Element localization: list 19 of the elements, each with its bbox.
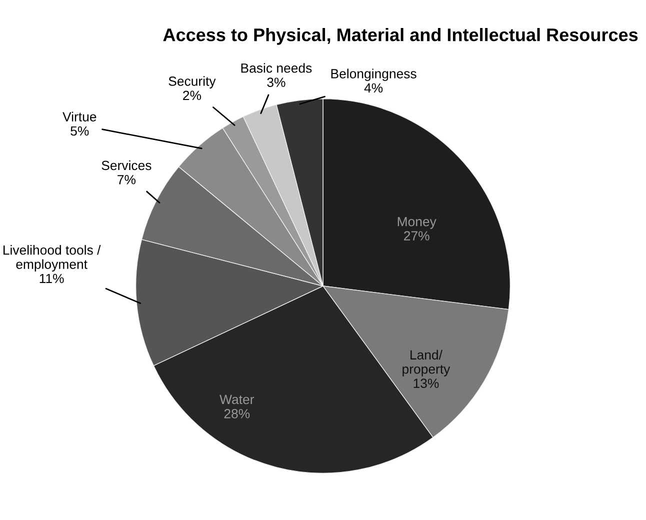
slice-label: Water bbox=[220, 394, 254, 404]
data-label: 11% bbox=[40, 274, 64, 284]
slice-label: Money bbox=[398, 217, 436, 229]
slice-label: Land/ property bbox=[402, 350, 450, 376]
data-label: 5% bbox=[70, 126, 89, 136]
slice-label: Security bbox=[168, 76, 216, 88]
data-label: 4% bbox=[364, 83, 383, 93]
data-label: 3% bbox=[267, 78, 286, 87]
data-label: 13% bbox=[414, 378, 439, 388]
slice-label: Livelihood tools / employment bbox=[4, 245, 101, 272]
slice-label: Virtue bbox=[62, 112, 96, 122]
data-label: 28% bbox=[224, 408, 250, 418]
slice-label: Belongingness bbox=[331, 68, 416, 81]
data-label: 27% bbox=[404, 231, 430, 240]
slice-label: Services bbox=[102, 160, 152, 170]
chart-title: Access to Physical, Material and Intellectual Resources bbox=[163, 28, 638, 45]
slice-label: Basic needs bbox=[241, 63, 312, 73]
data-label: 2% bbox=[183, 90, 202, 100]
data-label: 7% bbox=[118, 175, 136, 184]
